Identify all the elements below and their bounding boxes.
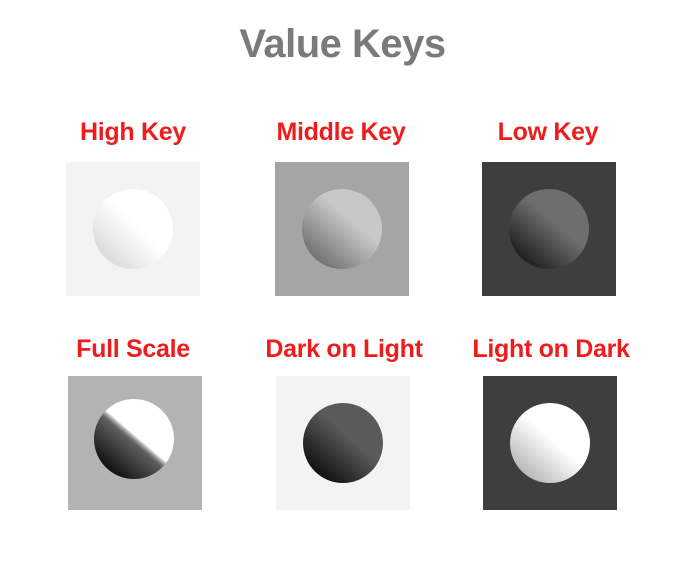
dark-on-light-sphere [303, 403, 383, 483]
full-scale-label: Full Scale [76, 335, 190, 363]
light-on-dark-label: Light on Dark [472, 335, 630, 363]
middle-key-sphere [302, 189, 382, 269]
high-key-sphere [93, 189, 173, 269]
light-on-dark-swatch [483, 376, 617, 510]
full-scale-swatch [68, 376, 202, 510]
full-scale-sphere [94, 399, 174, 479]
low-key-sphere [509, 189, 589, 269]
middle-key-label: Middle Key [276, 118, 406, 146]
high-key-label: High Key [80, 118, 186, 146]
dark-on-light-swatch [276, 376, 410, 510]
middle-key-swatch [275, 162, 409, 296]
low-key-label: Low Key [497, 118, 599, 146]
light-on-dark-sphere [510, 403, 590, 483]
low-key-swatch [482, 162, 616, 296]
high-key-swatch [66, 162, 200, 296]
dark-on-light-label: Dark on Light [265, 335, 423, 363]
page-title: Value Keys [239, 22, 446, 66]
